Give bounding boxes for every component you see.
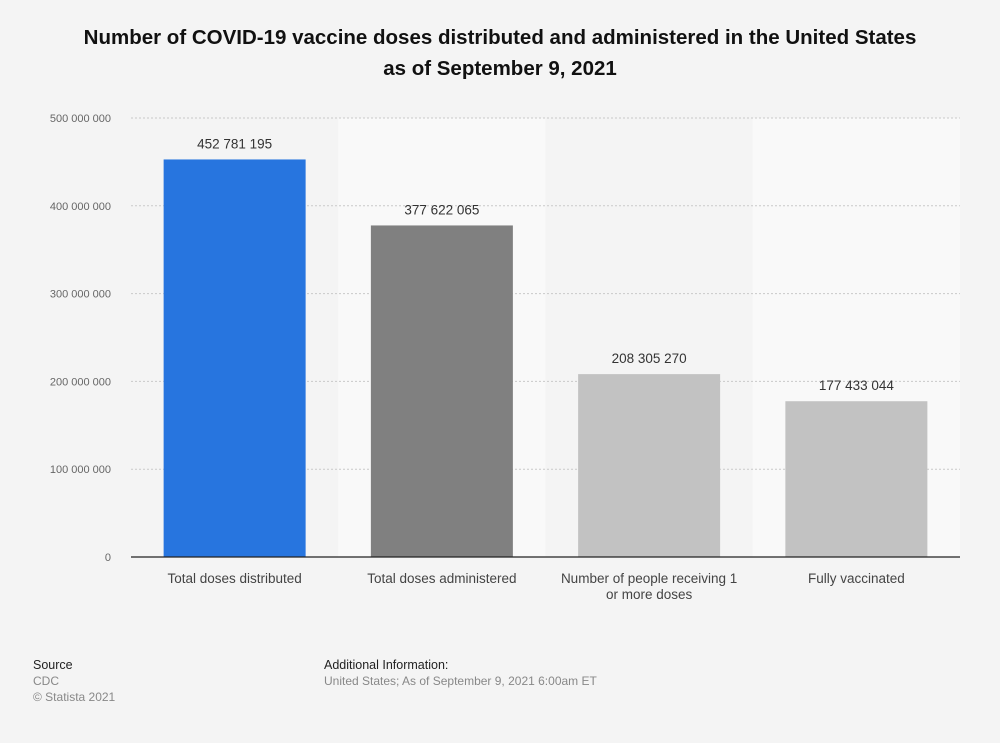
y-tick-label: 400 000 000 [50,201,111,213]
bar [163,159,306,557]
copyright-text: © Statista 2021 [33,690,116,704]
chart-title-line-1: Number of COVID-19 vaccine doses distrib… [83,26,917,49]
source-name[interactable]: CDC [33,674,59,688]
chart-title-line-2: as of September 9, 2021 [383,57,617,80]
y-tick-label: 100 000 000 [50,464,111,476]
additional-info-text: United States; As of September 9, 2021 6… [324,674,597,688]
additional-info-block: Additional Information: United States; A… [324,657,597,689]
y-tick-label: 200 000 000 [50,376,111,388]
additional-info-heading: Additional Information: [324,658,449,672]
bar-value-label: 177 433 044 [819,378,895,393]
y-tick-label: 300 000 000 [50,289,111,301]
source-heading: Source [33,658,73,672]
bar [370,225,513,558]
bar-chart: 0 100 000 000 200 000 000 300 000 000 400 00… [50,113,960,602]
bar-value-label: 208 305 270 [612,351,687,366]
bar-value-label: 377 622 065 [404,202,479,217]
y-tick-label: 0 [105,552,111,564]
source-block: Source CDC © Statista 2021 [33,657,115,705]
bar [578,374,721,557]
x-category-label: Total doses distributed [167,571,301,586]
y-tick-label: 500 000 000 [50,113,111,125]
x-category-label: Fully vaccinated [808,571,905,586]
bar [785,401,928,557]
x-category-label: Total doses administered [367,571,516,586]
x-category-label: Number of people receiving 1 or more dose… [561,571,737,602]
chart-title: Number of COVID-19 vaccine doses distrib… [40,22,960,84]
bar-value-label: 452 781 195 [197,136,272,151]
